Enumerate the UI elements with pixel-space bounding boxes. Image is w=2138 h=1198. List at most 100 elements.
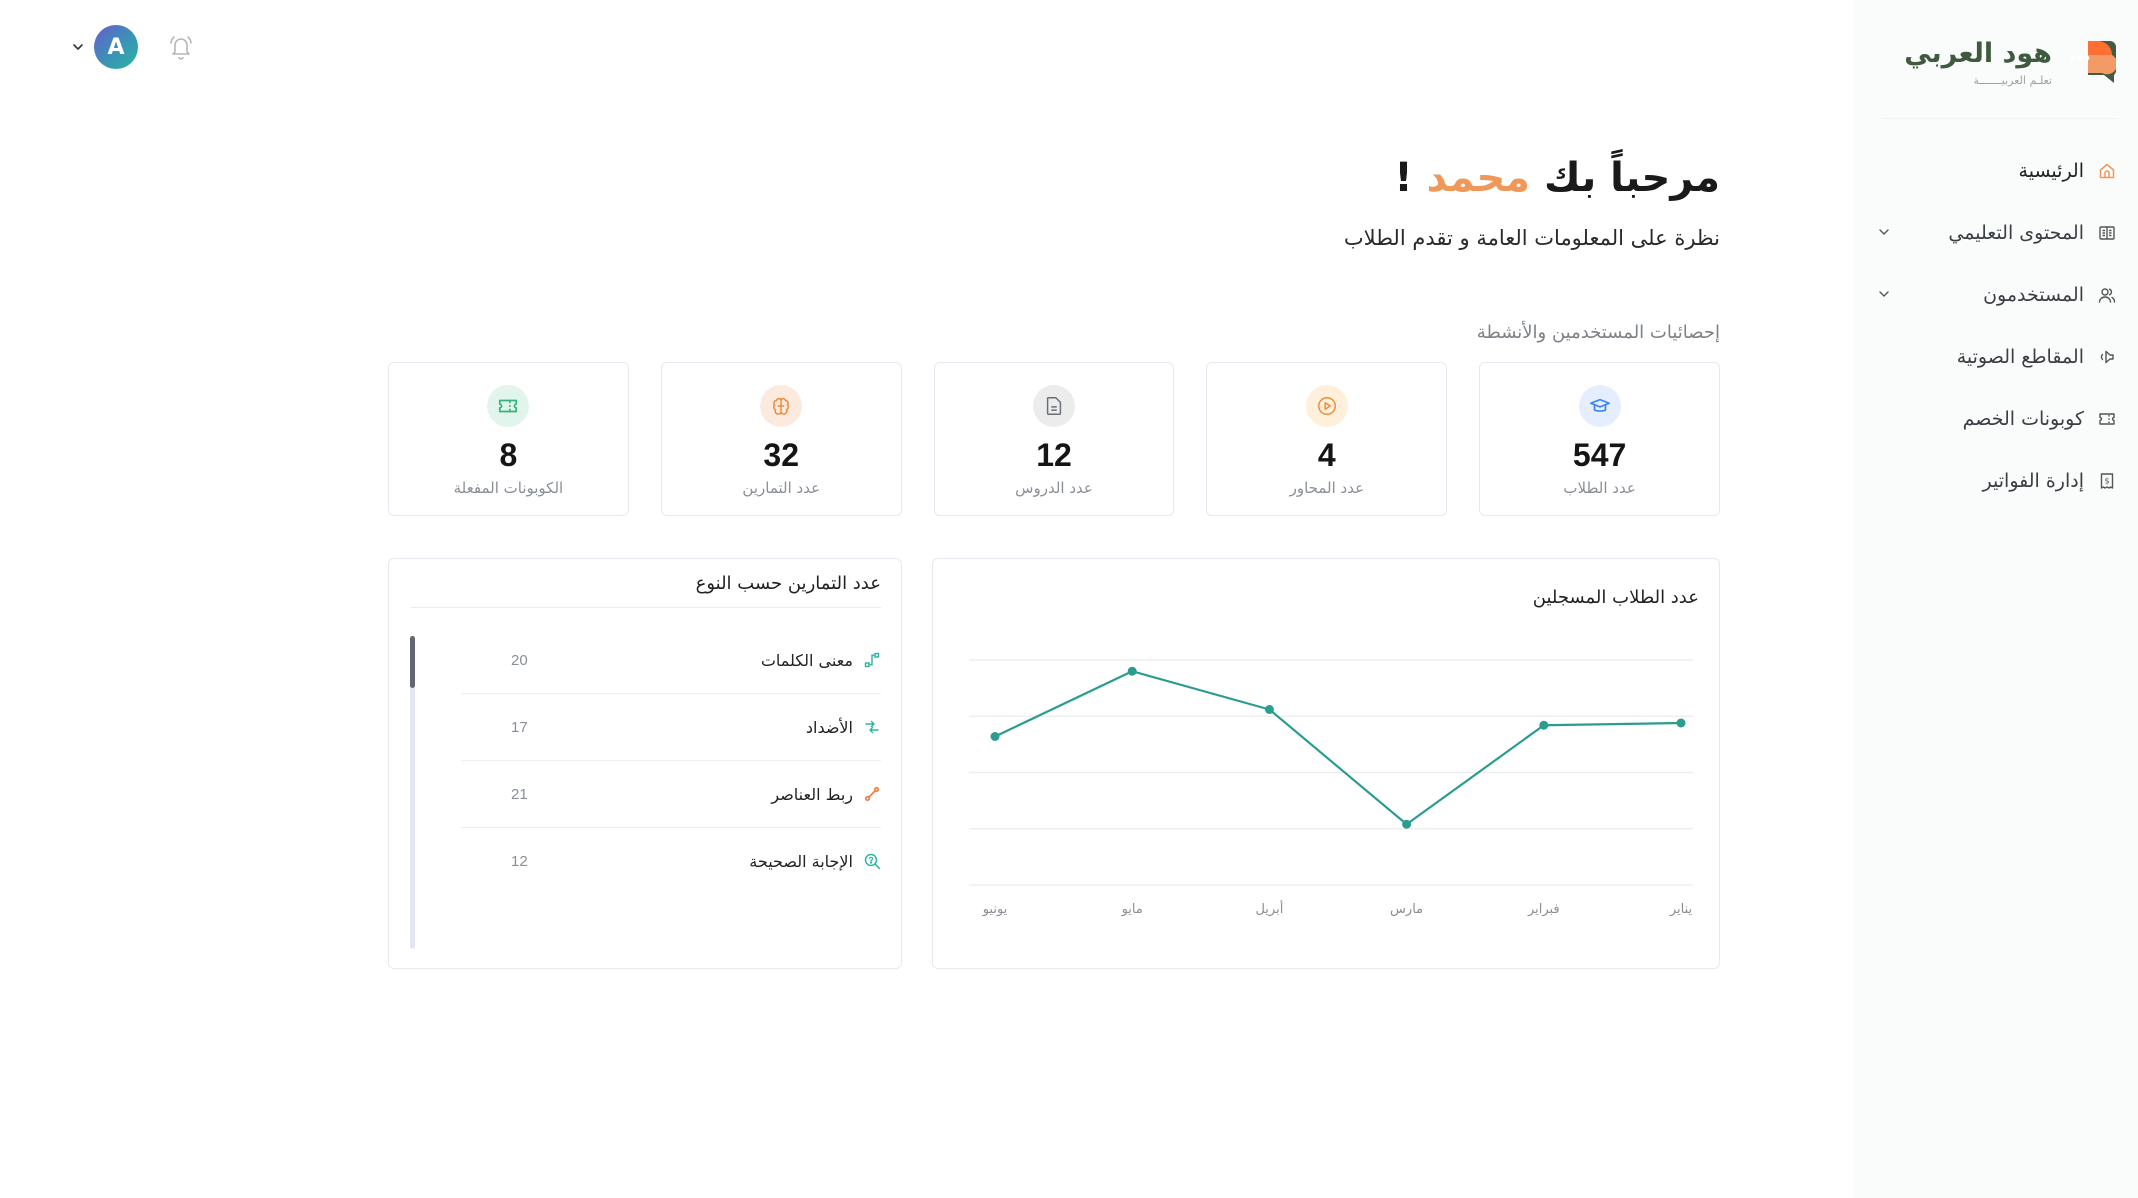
chart-title: عدد الطلاب المسجلين xyxy=(1532,587,1699,608)
bell-icon[interactable] xyxy=(166,32,196,62)
user-avatar[interactable]: A xyxy=(94,25,138,69)
stat-card-students: 547 عدد الطلاب xyxy=(1479,362,1720,516)
divider xyxy=(411,607,881,608)
play-circle-icon xyxy=(1305,385,1348,427)
sidebar-item-label: المحتوى التعليمي xyxy=(1948,222,2084,244)
scrollbar-track[interactable] xyxy=(410,636,415,949)
users-icon xyxy=(2098,286,2116,304)
exercise-type-label: الإجابة الصحيحة xyxy=(749,852,853,871)
list-item[interactable]: ربط العناصر 21 xyxy=(461,761,881,828)
list-item[interactable]: الأضداد 17 xyxy=(461,694,881,761)
data-point[interactable] xyxy=(1402,819,1412,829)
brain-icon xyxy=(760,385,803,427)
x-tick-label: مايو xyxy=(1121,902,1143,917)
main-content: مرحباً بك محمد ! نظرة على المعلومات العا… xyxy=(388,155,1720,969)
sidebar-item-educational-content[interactable]: المحتوى التعليمي xyxy=(1854,202,2138,264)
data-point[interactable] xyxy=(1676,718,1686,728)
stat-label: عدد التمارين xyxy=(742,479,821,497)
exercises-card-title: عدد التمارين حسب النوع xyxy=(695,573,881,594)
avatar-initial: A xyxy=(107,34,125,60)
search-question-icon xyxy=(863,853,881,871)
exercise-type-count: 12 xyxy=(511,853,528,870)
x-tick-label: يونيو xyxy=(982,902,1008,917)
sidebar-item-label: إدارة الفواتير xyxy=(1982,470,2084,492)
chevron-down-icon[interactable] xyxy=(1876,286,1892,302)
x-tick-label: يناير xyxy=(1669,902,1693,917)
topbar: A xyxy=(70,24,196,70)
greeting-suffix: ! xyxy=(1394,155,1413,201)
ticket-icon xyxy=(487,385,530,427)
x-tick-label: مارس xyxy=(1390,902,1423,917)
stat-value: 4 xyxy=(1317,437,1336,473)
list-item[interactable]: معنى الكلمات 20 xyxy=(461,627,881,694)
sidebar-nav: الرئيسية المحتوى التعليمي المستخدمون xyxy=(1854,140,2138,512)
book-icon xyxy=(2098,224,2116,242)
speaker-icon xyxy=(2098,348,2116,366)
data-point[interactable] xyxy=(1127,666,1137,676)
sidebar-item-label: المستخدمون xyxy=(1983,284,2084,306)
data-point[interactable] xyxy=(1264,705,1274,714)
chevron-down-icon[interactable] xyxy=(70,39,86,55)
exercise-type-label: الأضداد xyxy=(805,717,853,737)
stat-card-coupons: 8 الكوبونات المفعلة xyxy=(388,362,629,516)
sidebar: هود العربي تعلـم العربيـــــــة الرئيسية… xyxy=(1854,0,2138,1198)
sidebar-item-label: كوبونات الخصم xyxy=(1962,408,2084,430)
stat-card-lessons: 12 عدد الدروس xyxy=(933,362,1175,516)
list-item[interactable]: الإجابة الصحيحة 12 xyxy=(461,828,881,895)
svg-text:$: $ xyxy=(2104,477,2109,486)
greeting-prefix: مرحباً بك xyxy=(1543,155,1720,201)
stat-label: الكوبونات المفعلة xyxy=(453,479,564,497)
stat-card-units: 4 عدد المحاور xyxy=(1206,362,1448,516)
sidebar-item-discount-coupons[interactable]: كوبونات الخصم xyxy=(1854,388,2138,450)
sidebar-item-invoices[interactable]: $ إدارة الفواتير xyxy=(1854,450,2138,512)
exercise-type-count: 21 xyxy=(511,785,528,803)
brand-logo[interactable]: هود العربي تعلـم العربيـــــــة xyxy=(1904,38,2116,94)
chevron-down-icon[interactable] xyxy=(1876,224,1892,240)
user-name: محمد xyxy=(1426,155,1531,201)
page-subtitle: نظرة على المعلومات العامة و تقدم الطلاب xyxy=(1343,226,1720,250)
stat-value: 547 xyxy=(1572,437,1627,473)
data-point[interactable] xyxy=(1539,720,1549,730)
chat-bubble-logo-icon xyxy=(2070,41,2116,83)
arrows-exchange-icon xyxy=(863,718,881,736)
exercise-type-count: 17 xyxy=(511,718,528,736)
stats-section-label: إحصائيات المستخدمين والأنشطة xyxy=(1476,322,1720,343)
page-title: مرحباً بك محمد ! xyxy=(1394,155,1720,201)
stat-value: 32 xyxy=(763,437,800,473)
receipt-icon: $ xyxy=(2098,472,2116,490)
sidebar-item-audio-clips[interactable]: المقاطع الصوتية xyxy=(1854,326,2138,388)
stat-label: عدد المحاور xyxy=(1289,479,1365,497)
sidebar-item-users[interactable]: المستخدمون xyxy=(1854,264,2138,326)
exercises-by-type-card: عدد التمارين حسب النوع معنى الكلمات 20 ا… xyxy=(388,558,902,969)
stat-label: عدد الطلاب xyxy=(1563,479,1636,497)
stat-value: 12 xyxy=(1036,437,1072,473)
x-tick-label: أبريل xyxy=(1255,900,1283,917)
exercise-type-list: معنى الكلمات 20 الأضداد 17 ربط العناصر 2… xyxy=(461,627,881,895)
exercise-type-count: 20 xyxy=(511,651,528,669)
exercise-type-label: ربط العناصر xyxy=(771,784,853,804)
sidebar-item-home[interactable]: الرئيسية xyxy=(1854,140,2138,202)
document-icon xyxy=(1033,385,1076,427)
sidebar-item-label: المقاطع الصوتية xyxy=(1956,346,2084,368)
graduation-cap-icon xyxy=(1578,385,1621,427)
line-chart: يناير فبراير مارس أبريل مايو يونيو xyxy=(969,659,1693,917)
stats-row: 547 عدد الطلاب 4 عدد المحاور 12 عدد الدر… xyxy=(388,362,1720,516)
brand-title: هود العربي xyxy=(1904,38,2052,69)
route-icon xyxy=(863,651,881,669)
stat-card-exercises: 32 عدد التمارين xyxy=(660,362,902,516)
registered-students-chart: عدد الطلاب المسجلين يناير فبراير مارس أبريل… xyxy=(932,558,1720,969)
home-icon xyxy=(2098,162,2116,180)
stat-value: 8 xyxy=(499,437,518,473)
stat-label: عدد الدروس xyxy=(1015,479,1093,497)
divider xyxy=(1883,118,2118,119)
ticket-icon xyxy=(2098,410,2116,428)
x-tick-label: فبراير xyxy=(1527,902,1560,917)
data-line xyxy=(994,670,1682,826)
link-connect-icon xyxy=(863,785,881,803)
scrollbar-thumb[interactable] xyxy=(410,636,415,688)
data-point[interactable] xyxy=(990,732,1000,741)
sidebar-item-label: الرئيسية xyxy=(2018,160,2084,182)
brand-subtitle: تعلـم العربيـــــــة xyxy=(1973,74,2052,87)
exercise-type-label: معنى الكلمات xyxy=(760,650,853,670)
